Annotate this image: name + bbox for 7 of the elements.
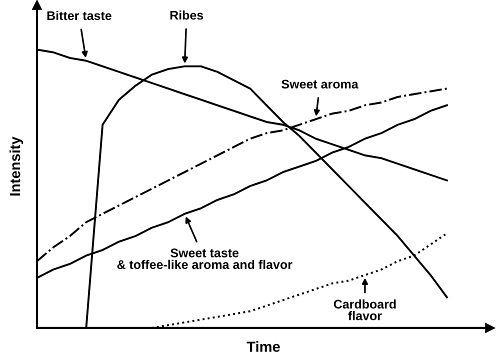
text: Ribes (170, 10, 204, 20)
y-axis-title: Intensity (10, 136, 24, 196)
x-axis-title: Time (246, 341, 280, 352)
annotation: Cardboard flavor (334, 299, 396, 320)
annotation: Sweet taste & toffee-like aroma and flavor (117, 248, 292, 270)
text: Bitter taste (47, 10, 112, 20)
annotation: Sweet aroma (282, 80, 358, 89)
